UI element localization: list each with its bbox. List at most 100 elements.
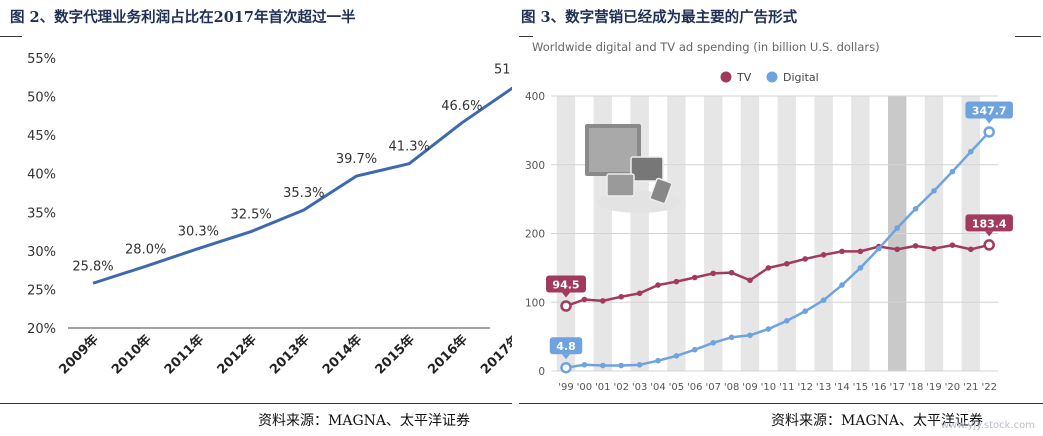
right-x-tick-label: '06	[687, 382, 702, 393]
left-data-label: 25.8%	[72, 259, 113, 274]
right-point	[820, 297, 827, 303]
right-point	[618, 362, 624, 369]
left-figure-panel: 图 2、数字代理业务利润占比在2017年首次超过一半 20% 25% 30% 35% 4…	[0, 0, 512, 436]
right-x-tick-label: '01	[595, 382, 610, 393]
right-x-tick-label: '22	[981, 382, 996, 393]
right-series-line-tv	[565, 243, 990, 308]
left-data-label: 28.0%	[125, 242, 166, 257]
left-y-tick-label: 50%	[27, 91, 56, 106]
right-point	[968, 246, 974, 253]
left-data-label: 41.3%	[389, 140, 430, 155]
right-point	[600, 298, 606, 304]
watermark: www.yjy.stock.com	[940, 420, 1035, 431]
right-x-tick-label: '12	[797, 382, 812, 393]
right-x-tick-label: '99	[558, 382, 573, 393]
left-data-label: 51.3%	[494, 63, 512, 78]
right-point	[636, 290, 643, 297]
left-x-tick-label: 2015年	[372, 332, 418, 378]
right-point	[765, 326, 772, 332]
right-legend-label: Digital	[783, 71, 819, 84]
left-source-note: 资料来源：MAGNA、太平洋证券	[258, 413, 470, 429]
right-legend-marker	[720, 71, 732, 83]
right-callout-label: 4.8	[556, 340, 576, 353]
right-callout-box: 94.5	[546, 275, 586, 298]
right-x-tick-label: '00	[577, 382, 592, 393]
left-x-tick-label: 2013年	[267, 332, 313, 378]
right-x-tick-label: '19	[926, 382, 941, 393]
right-y-tick-label: 0	[538, 366, 545, 378]
left-y-tick-label: 35%	[27, 206, 56, 221]
right-point	[655, 357, 661, 364]
right-point	[949, 242, 956, 248]
right-callout-pointer	[985, 118, 994, 124]
right-callout-box: 183.4	[965, 214, 1013, 237]
right-point	[784, 318, 790, 324]
left-y-tick-label: 55%	[27, 52, 56, 67]
right-callout-bg	[965, 214, 1013, 232]
left-y-tick-label: 30%	[27, 245, 56, 260]
right-callout-bg	[965, 101, 1013, 119]
right-point	[673, 278, 680, 285]
right-figure-panel: 图 3、数字营销已经成为最主要的广告形式 0 100 200 300 400 '99 '00…	[519, 0, 1043, 436]
right-point	[912, 243, 919, 249]
right-callout-box: 347.7	[965, 101, 1013, 124]
right-x-tick-label: '05	[669, 382, 684, 393]
right-top-rule-stub-right	[1015, 36, 1041, 37]
right-point	[747, 332, 753, 339]
right-x-tick-label: '18	[908, 382, 923, 393]
right-point	[765, 265, 772, 271]
right-x-tick-label: '16	[871, 382, 886, 393]
left-y-tick-label: 45%	[27, 129, 56, 144]
right-point	[618, 293, 624, 300]
right-x-tick-label: '07	[705, 382, 720, 393]
right-point	[820, 252, 827, 258]
left-x-tick-label: 2017年	[477, 332, 512, 378]
right-point-endpoint	[983, 126, 995, 138]
right-x-tick-label: '04	[650, 382, 665, 393]
right-legend-marker	[766, 71, 778, 83]
right-point	[949, 168, 956, 175]
right-x-tick-label: '03	[632, 382, 647, 393]
right-figure-title: 图 3、数字营销已经成为最主要的广告形式	[521, 9, 798, 26]
right-point	[747, 277, 753, 284]
left-figure-title: 图 2、数字代理业务利润占比在2017年首次超过一半	[10, 9, 356, 26]
right-source-note: 资料来源：MAGNA、太平洋证券	[771, 413, 983, 429]
right-chart-svg: 0 100 200 300 400 '99 '00'01'02 '03'04 '05'06'07…	[525, 38, 1020, 400]
right-x-tick-label: '02	[613, 382, 628, 393]
right-point	[581, 296, 588, 303]
right-y-tick-label: 100	[525, 297, 545, 309]
right-point	[710, 340, 716, 346]
right-point	[839, 248, 845, 255]
left-x-tick-label: 2010年	[108, 332, 154, 378]
left-data-label: 46.6%	[441, 99, 482, 114]
right-point	[802, 256, 808, 262]
right-x-tick-label: '14	[834, 382, 849, 393]
left-data-label: 32.5%	[230, 208, 271, 223]
right-point	[728, 269, 735, 276]
left-x-tick-label: 2011年	[161, 332, 207, 378]
right-point	[710, 270, 716, 277]
icon-tv-inner	[589, 128, 637, 172]
right-series-line-digital	[565, 131, 991, 369]
right-x-tick-label: '15	[853, 382, 868, 393]
left-x-tick-label: 2016年	[425, 332, 471, 378]
icon-laptop	[606, 173, 635, 197]
right-callout-label: 94.5	[552, 279, 579, 292]
left-chart-svg: 20%25%30%35%40%45%50%55%2009年 2010年 2011年 2…	[27, 52, 512, 378]
right-point	[968, 148, 974, 155]
left-y-tick-label: 20%	[27, 322, 56, 337]
right-point	[931, 188, 937, 194]
right-legend-label: TV	[736, 71, 752, 84]
left-bottom-rule	[0, 403, 512, 404]
right-point-endpoint	[983, 239, 995, 251]
left-top-rule-stub	[0, 36, 22, 37]
right-callout-pointer	[562, 354, 570, 360]
left-x-tick-label: 2012年	[214, 332, 260, 378]
right-bottom-rule	[519, 403, 1043, 404]
right-x-tick-label: '20	[945, 382, 960, 393]
right-x-tick-label: '17	[889, 382, 904, 393]
right-point	[692, 346, 698, 353]
right-x-tick-label: '09	[742, 382, 757, 393]
right-x-tick-label: '10	[761, 382, 776, 393]
right-y-tick-label: 300	[525, 160, 545, 172]
